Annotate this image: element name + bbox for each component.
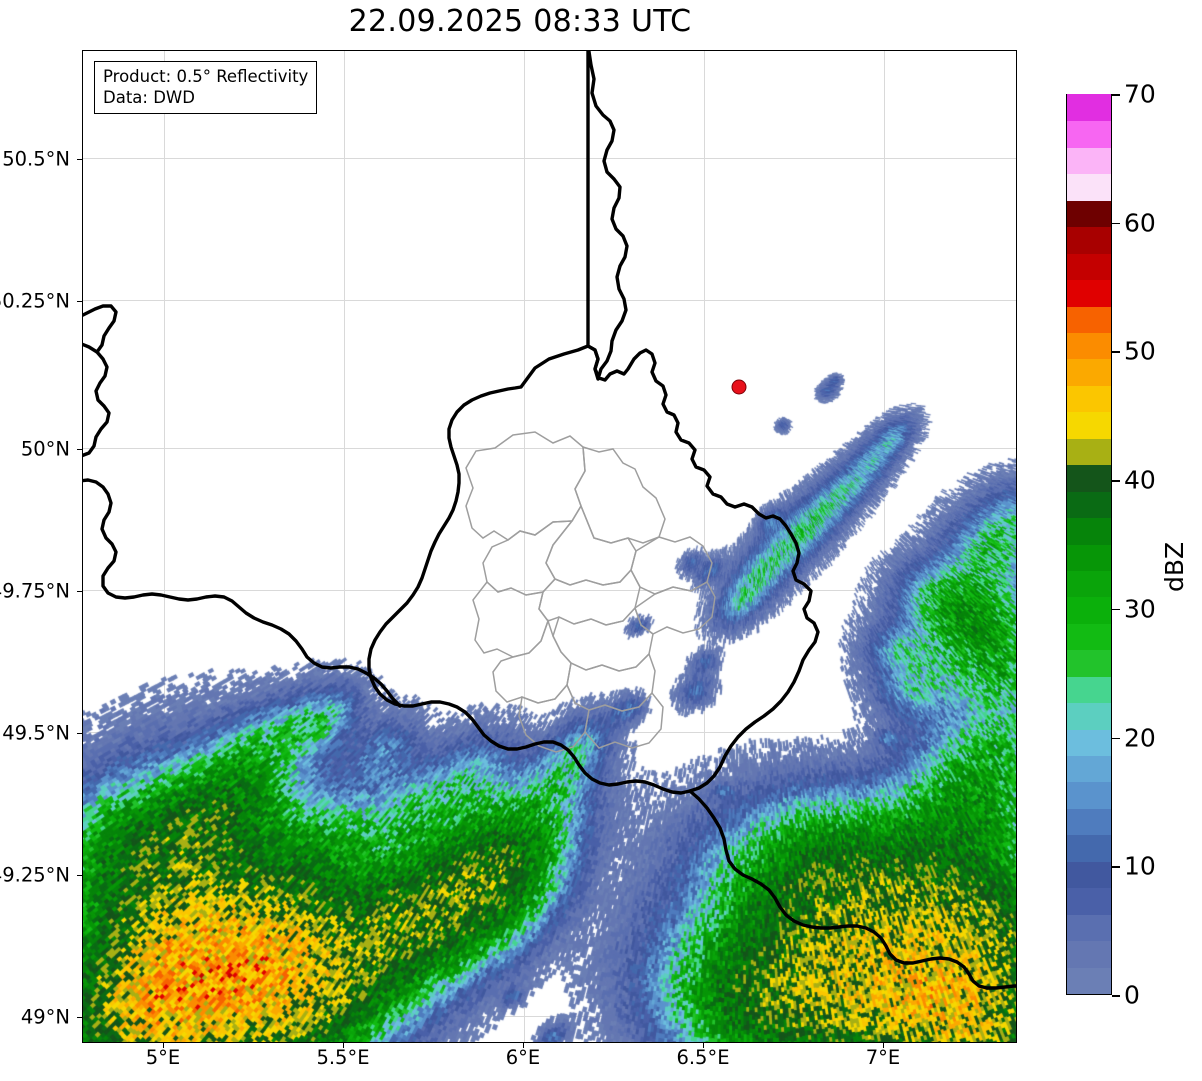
colorbar-segment xyxy=(1067,279,1111,307)
colorbar-segment xyxy=(1067,464,1111,492)
radar-reflectivity-layer xyxy=(83,51,1016,1042)
y-tick-mark xyxy=(77,591,82,593)
luxembourg-border xyxy=(367,344,820,795)
colorbar-segment xyxy=(1067,649,1111,677)
map-borders-layer xyxy=(83,51,1016,990)
colorbar-segment xyxy=(1067,834,1111,862)
data-source-label: Data: DWD xyxy=(103,88,195,108)
belgium-north-border xyxy=(83,304,118,354)
radar-site-marker[interactable] xyxy=(731,379,747,395)
radar-map-canvas: Product: 0.5° Reflectivity Data: DWD xyxy=(83,51,1016,1042)
colorbar-tick-label: 40 xyxy=(1124,465,1156,495)
colorbar-segment xyxy=(1067,966,1111,994)
x-tick-label: 5.5°E xyxy=(316,1046,370,1069)
y-tick-mark xyxy=(77,733,82,735)
colorbar-tick-mark xyxy=(1112,737,1120,740)
y-tick-mark xyxy=(77,449,82,451)
x-tick-mark xyxy=(883,1043,885,1048)
colorbar-segment xyxy=(1067,807,1111,836)
colorbar-tick-label: 60 xyxy=(1124,208,1156,238)
x-tick-mark xyxy=(523,1043,525,1048)
y-axis: 50.5°N 50.25°N 50°N 49.75°N 49.5°N 49.25… xyxy=(0,0,78,1081)
belgium-france-border xyxy=(83,342,402,708)
x-tick-label: 6°E xyxy=(505,1046,541,1069)
colorbar-tick-mark xyxy=(1112,94,1120,96)
colorbar-unit-label: dBZ xyxy=(1160,541,1189,592)
colorbar-segment xyxy=(1067,411,1111,439)
x-tick-mark xyxy=(703,1043,705,1048)
y-tick-label: 49.25°N xyxy=(0,863,70,887)
colorbar-segment xyxy=(1067,490,1111,519)
colorbar-segment xyxy=(1067,860,1111,889)
x-axis: 5°E 5.5°E 6°E 6.5°E 7°E xyxy=(0,1046,1202,1080)
colorbar-segment xyxy=(1067,596,1111,624)
colorbar-tick-label: 10 xyxy=(1124,851,1156,881)
y-tick-mark xyxy=(77,301,82,303)
colorbar-tick-mark xyxy=(1112,995,1120,997)
radar-map-panel[interactable]: Product: 0.5° Reflectivity Data: DWD xyxy=(82,50,1017,1043)
y-tick-label: 49.5°N xyxy=(2,721,70,745)
colorbar-segment xyxy=(1067,887,1111,915)
colorbar[interactable] xyxy=(1066,93,1112,995)
colorbar-segment xyxy=(1067,358,1111,386)
colorbar-segment xyxy=(1067,437,1111,466)
y-tick-mark xyxy=(77,1017,82,1019)
colorbar-segment xyxy=(1067,120,1111,148)
colorbar-segment xyxy=(1067,728,1111,757)
colorbar-segment xyxy=(1067,384,1111,413)
colorbar-tick-mark xyxy=(1112,480,1120,482)
colorbar-segment xyxy=(1067,173,1111,201)
colorbar-segment xyxy=(1067,940,1111,968)
colorbar-tick-label: 20 xyxy=(1124,723,1156,753)
colorbar-segment xyxy=(1067,754,1111,783)
colorbar-segment xyxy=(1067,305,1111,333)
colorbar-segment xyxy=(1067,226,1111,254)
colorbar-tick-mark xyxy=(1112,608,1120,611)
colorbar-segment xyxy=(1067,569,1111,598)
y-tick-label: 50°N xyxy=(20,437,70,461)
canton-borders xyxy=(465,431,716,753)
colorbar-tick-mark xyxy=(1112,222,1120,225)
colorbar-tick-label: 0 xyxy=(1124,980,1140,1010)
colorbar-segment xyxy=(1067,146,1111,175)
y-tick-label: 50.25°N xyxy=(0,289,70,313)
colorbar-segment xyxy=(1067,331,1111,360)
belgium-germany-border xyxy=(586,51,629,381)
colorbar-segment xyxy=(1067,702,1111,730)
colorbar-tick-label: 70 xyxy=(1124,79,1156,109)
colorbar-tick-label: 50 xyxy=(1124,336,1156,366)
colorbar-segment xyxy=(1067,93,1111,122)
y-tick-label: 49°N xyxy=(20,1005,70,1029)
colorbar-segment xyxy=(1067,622,1111,651)
colorbar-tick-mark xyxy=(1112,866,1120,868)
colorbar-tick-mark xyxy=(1112,351,1120,354)
x-tick-label: 5°E xyxy=(145,1046,181,1069)
colorbar-segment xyxy=(1067,781,1111,809)
product-info-box: Product: 0.5° Reflectivity Data: DWD xyxy=(94,61,318,115)
page-title: 22.09.2025 08:33 UTC xyxy=(348,4,692,39)
colorbar-segment xyxy=(1067,675,1111,704)
colorbar-segment xyxy=(1067,516,1111,545)
x-tick-mark xyxy=(343,1043,345,1048)
x-tick-label: 6.5°E xyxy=(676,1046,730,1069)
colorbar-segment xyxy=(1067,252,1111,281)
france-germany-border xyxy=(688,789,1016,990)
colorbar-segment xyxy=(1067,199,1111,228)
product-label: Product: 0.5° Reflectivity xyxy=(103,67,309,86)
y-tick-label: 50.5°N xyxy=(2,147,70,171)
y-tick-mark xyxy=(77,159,82,161)
x-tick-label: 7°E xyxy=(865,1046,901,1069)
y-tick-mark xyxy=(77,875,82,877)
colorbar-segment xyxy=(1067,543,1111,571)
colorbar-tick-label: 30 xyxy=(1124,594,1156,624)
x-tick-mark xyxy=(163,1043,165,1048)
y-tick-label: 49.75°N xyxy=(0,579,70,603)
colorbar-segment xyxy=(1067,913,1111,942)
